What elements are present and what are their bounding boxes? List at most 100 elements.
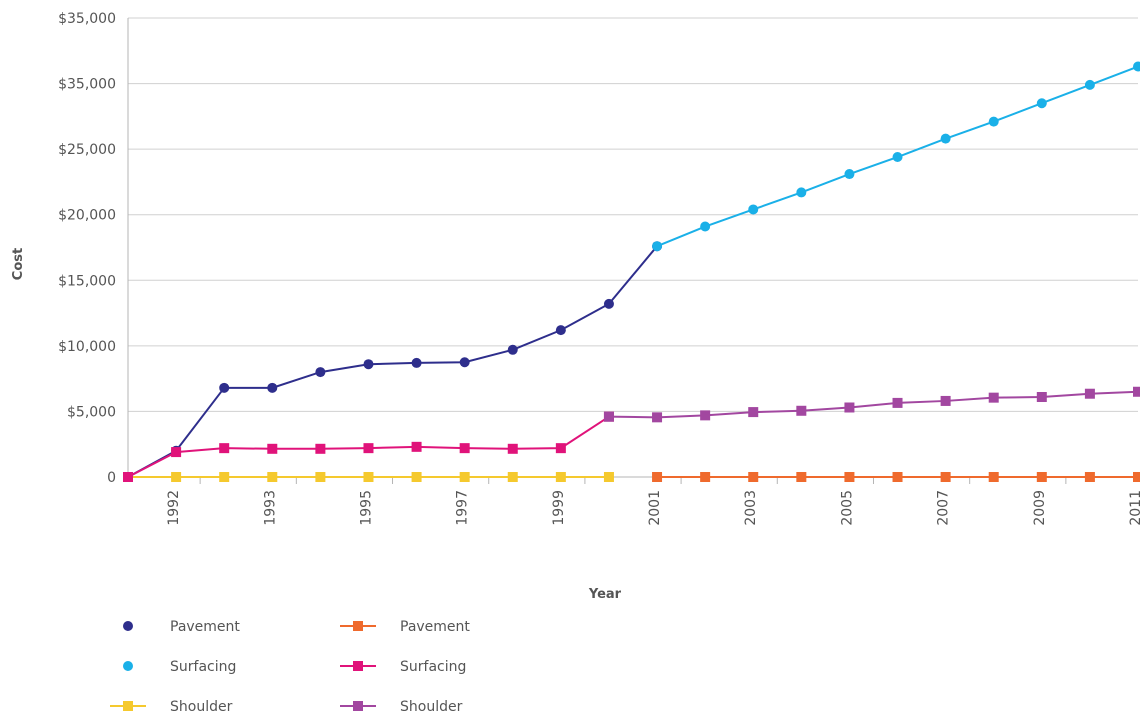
y-tick-label: $35,000 (58, 11, 116, 27)
data-point (892, 397, 903, 408)
x-tick-label: 2009 (1032, 490, 1048, 526)
data-point (363, 472, 374, 482)
data-point (700, 410, 711, 421)
y-tick-label: $5,000 (67, 404, 116, 420)
data-point (652, 472, 663, 482)
x-tick-labels: 1992 1993 1995 1997 1999 2001 2003 2005 2007 2009… (166, 490, 1140, 526)
data-point (1084, 79, 1095, 90)
data-point (652, 412, 663, 423)
data-point (123, 472, 133, 482)
series-4 (123, 411, 614, 482)
data-point (459, 443, 470, 454)
y-tick-label: $20,000 (58, 208, 116, 224)
data-point (603, 472, 614, 482)
data-point (267, 472, 278, 482)
data-point (700, 221, 711, 232)
data-point (1084, 472, 1095, 482)
data-point (363, 443, 374, 454)
data-point (315, 472, 326, 482)
data-point (171, 472, 182, 482)
data-point (267, 382, 278, 393)
data-point (219, 443, 230, 454)
x-tick-label: 1995 (358, 490, 374, 526)
x-tick-label: 1993 (262, 490, 278, 526)
x-tick-label: 1999 (551, 490, 567, 526)
legend-item: Pavement (340, 619, 470, 635)
series-1 (652, 61, 1140, 252)
y-tick-label: $10,000 (58, 339, 116, 355)
data-point (748, 472, 759, 482)
series-2 (123, 472, 614, 482)
gridlines (128, 17, 1138, 412)
data-point (1133, 472, 1140, 482)
data-point (459, 472, 470, 482)
data-point (507, 443, 518, 454)
legend-label: Shoulder (170, 699, 233, 715)
data-point (1084, 388, 1095, 399)
legend-item: Shoulder (110, 699, 233, 715)
data-point (411, 441, 422, 452)
legend-swatch (353, 701, 363, 711)
data-point (363, 359, 374, 370)
series-line (608, 390, 1139, 419)
series (123, 61, 1140, 482)
data-point (507, 344, 518, 355)
x-tick-label: 2005 (839, 490, 855, 526)
legend-item: Surfacing (340, 659, 466, 675)
legend-swatch (353, 661, 363, 671)
data-point (796, 405, 807, 416)
x-tick-label: 2011 (1128, 490, 1140, 526)
x-tick-label: 2007 (936, 490, 952, 526)
x-axis-title: Year (588, 587, 622, 602)
data-point (1036, 392, 1047, 403)
data-point (411, 357, 422, 368)
data-point (748, 204, 759, 215)
data-point (844, 472, 855, 482)
legend-swatch (353, 621, 363, 631)
data-point (411, 472, 422, 482)
legend-label: Pavement (400, 619, 470, 635)
series-3 (652, 472, 1140, 482)
data-point (844, 402, 855, 413)
axes (127, 18, 1138, 484)
series-line (127, 245, 658, 478)
data-point (988, 392, 999, 403)
legend-item: Pavement (123, 619, 240, 635)
legend-label: Pavement (170, 619, 240, 635)
data-point (171, 447, 182, 458)
data-point (988, 472, 999, 482)
legend-item: Shoulder (340, 699, 463, 715)
data-point (940, 395, 951, 406)
y-tick-label: $15,000 (58, 273, 116, 289)
x-tick-label: 1997 (455, 490, 471, 526)
data-point (1036, 472, 1047, 482)
legend-swatch (123, 701, 133, 711)
legend-label: Shoulder (400, 699, 463, 715)
y-tick-label: 0 (107, 470, 116, 486)
data-point (219, 382, 230, 393)
data-point (988, 116, 999, 127)
data-point (940, 133, 951, 144)
data-point (459, 357, 470, 368)
data-point (796, 472, 807, 482)
data-point (315, 367, 326, 378)
x-tick-label: 2003 (743, 490, 759, 526)
y-axis-title: Cost (11, 248, 26, 280)
data-point (940, 472, 951, 482)
data-point (555, 472, 566, 482)
data-point (267, 443, 278, 454)
data-point (1133, 61, 1140, 72)
data-point (652, 241, 663, 252)
y-tick-label: $35,000 (58, 77, 116, 93)
data-point (748, 407, 759, 418)
series-0 (123, 241, 663, 482)
data-point (700, 472, 711, 482)
series-5 (603, 386, 1140, 423)
data-point (844, 169, 855, 180)
x-tick-label: 1992 (166, 490, 182, 526)
legend-label: Surfacing (400, 659, 466, 675)
data-point (219, 472, 230, 482)
data-point (507, 472, 518, 482)
data-point (1036, 98, 1047, 109)
